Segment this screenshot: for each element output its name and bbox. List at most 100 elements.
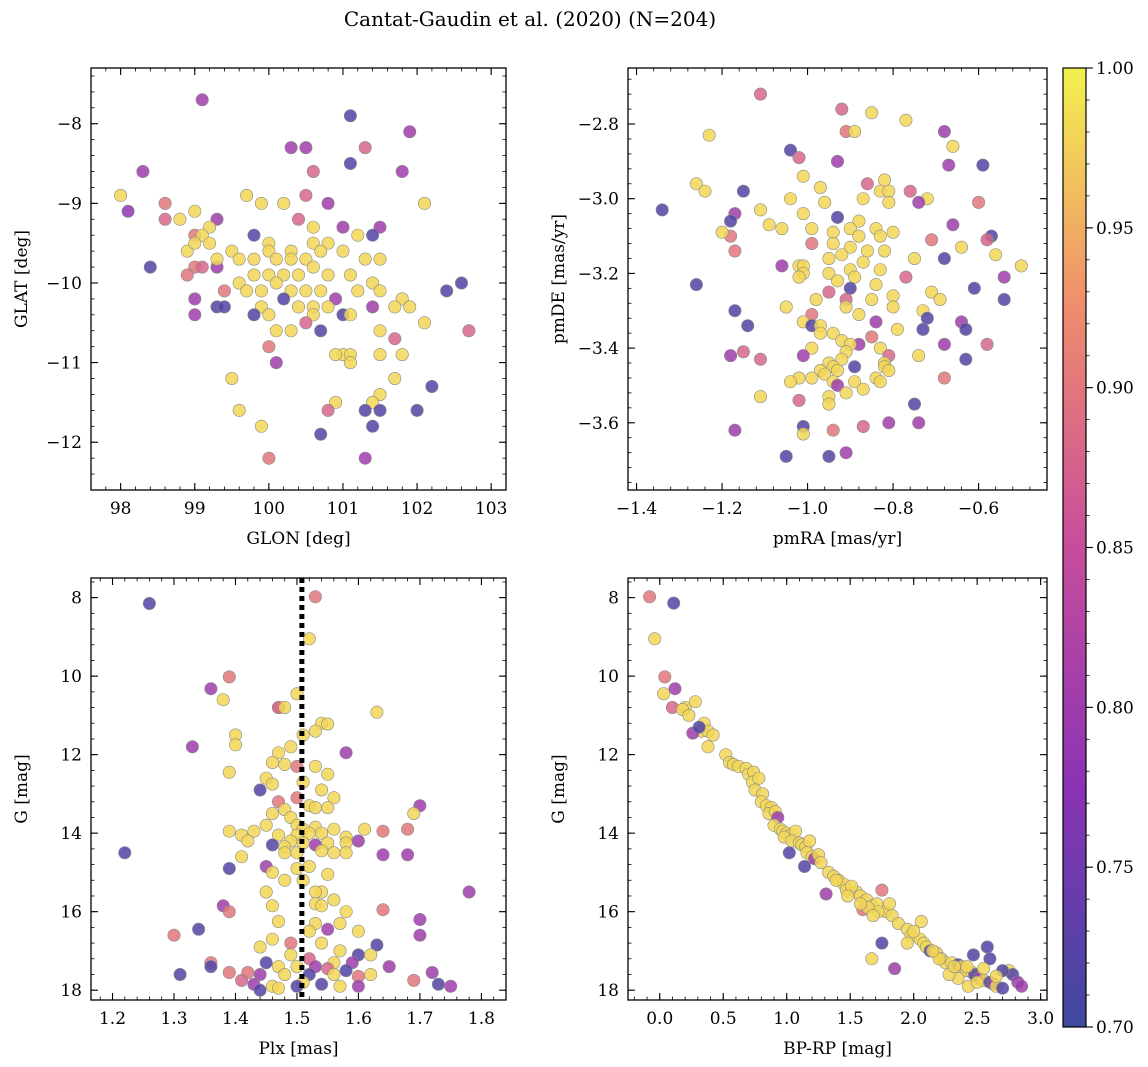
scatter-point [321,196,335,210]
scatter-point [792,151,806,165]
scatter-point [269,252,283,266]
scatter-point [830,363,844,377]
scatter-point [826,237,840,251]
scatter-point [254,284,268,298]
scatter-point [848,270,862,284]
scatter-points [643,590,1029,995]
scatter-point [907,924,921,938]
scatter-point [302,859,316,873]
scatter-point [114,188,128,202]
y-tick-label: −3.6 [578,414,619,434]
scatter-point [728,423,742,437]
scatter-point [173,212,187,226]
scatter-point [886,289,900,303]
scatter-point [736,345,750,359]
scatter-point [813,181,827,195]
scatter-point [315,977,329,991]
scatter-point [185,740,199,754]
x-tick-label: 0.0 [646,1009,673,1029]
scatter-point [835,248,849,262]
scatter-point [247,228,261,242]
scatter-point [351,228,365,242]
scatter-point [180,268,194,282]
y-tick-label: −10 [46,274,82,294]
scatter-point [358,403,372,417]
scatter-point [728,304,742,318]
scatter-point [370,705,384,719]
scatter-points [114,93,476,465]
scatter-point [980,233,994,247]
scatter-point [805,222,819,236]
scatter-point [366,395,380,409]
y-axis-label: G [mag] [549,754,569,823]
y-tick-label: −3.2 [578,264,619,284]
scatter-point [329,348,343,362]
scatter-point [900,936,914,950]
y-tick-label: −12 [46,433,82,453]
scatter-point [843,281,857,295]
scatter-point [848,360,862,374]
scatter-points [118,590,476,997]
scatter-point [343,109,357,123]
scatter-point [440,284,454,298]
scatter-point [284,936,298,950]
scatter-point [321,268,335,282]
scatter-point [321,300,335,314]
scatter-point [839,386,853,400]
scatter-point [933,292,947,306]
scatter-point [925,233,939,247]
scatter-point [314,324,328,338]
scatter-point [413,928,427,942]
scatter-point [425,965,439,979]
scatter-point [916,322,930,336]
scatter-point [284,284,298,298]
y-tick-label: −9 [57,194,82,214]
scatter-point [818,195,832,209]
panel-proper-motion: −1.4 −1.2 −1.0 −0.8 −0.6 −2.8 −3.0 −3.2 −3.4 −3.6… [549,67,1048,549]
scatter-point [308,885,322,899]
scatter-point [983,952,997,966]
scatter-point [873,263,887,277]
scatter-point [343,157,357,171]
scatter-point [333,979,347,993]
scatter-point [291,212,305,226]
scatter-point [262,244,276,258]
y-tick-label: 18 [60,981,82,1001]
scatter-point [852,229,866,243]
scatter-point [839,300,853,314]
axes-frame [627,577,1048,1001]
scatter-point [259,956,273,970]
scatter-point [899,270,913,284]
scatter-point [865,952,879,966]
scatter-point [315,899,329,913]
scatter-point [403,300,417,314]
scatter-point [395,348,409,362]
x-tick-label: 102 [401,499,433,519]
x-axis-label: pmRA [mas/yr] [773,529,902,549]
scatter-point [454,276,468,290]
scatter-point [826,423,840,437]
scatter-point [158,196,172,210]
scatter-point [417,196,431,210]
panels: 98 99 100 101 102 103 −8 −9 −10 −11 −12 GLON [deg] G… [12,67,1054,1059]
scatter-point [856,192,870,206]
scatter-point [327,967,341,981]
scatter-point [376,824,390,838]
scatter-point [315,783,329,797]
colorbar-tick-label: 0.95 [1096,219,1134,239]
scatter-point [997,292,1011,306]
scatter-point [830,210,844,224]
scatter-point [373,220,387,234]
panel-sky: 98 99 100 101 102 103 −8 −9 −10 −11 −12 GLON [deg] G… [12,67,507,549]
x-tick-label: 1.7 [406,1009,433,1029]
scatter-point [796,207,810,221]
scatter-point [873,375,887,389]
scatter-point [996,981,1010,995]
scatter-point [284,252,298,266]
scatter-point [302,924,316,938]
scatter-point [882,363,896,377]
scatter-point [222,765,236,779]
scatter-point [959,352,973,366]
scatter-point [937,371,951,385]
scatter-point [216,693,230,707]
